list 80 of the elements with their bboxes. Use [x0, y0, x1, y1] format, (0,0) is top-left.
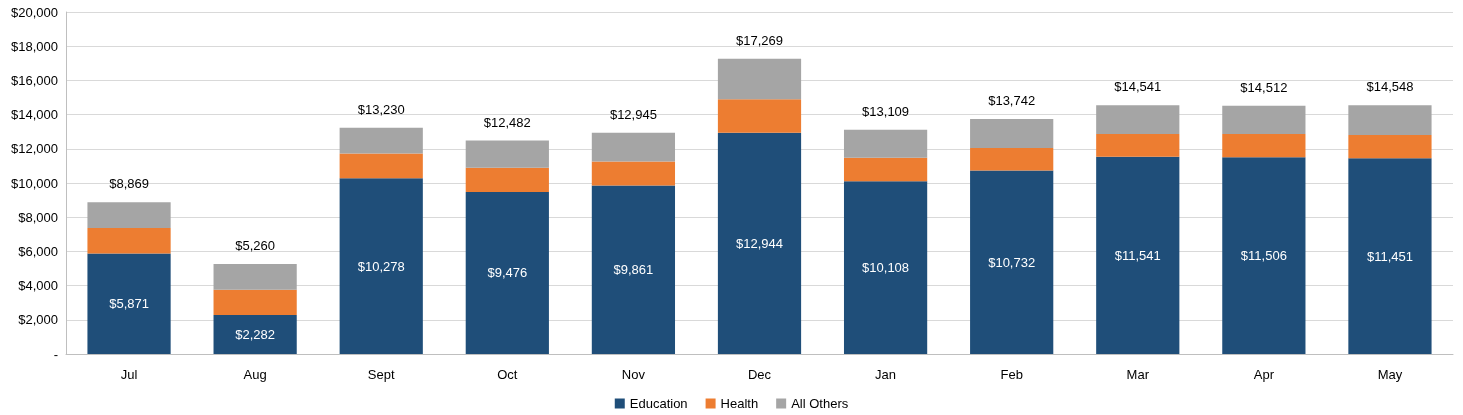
bar: [87, 253, 171, 354]
x-tick-label: Jan: [875, 367, 897, 382]
data-label: $10,278: [357, 258, 405, 274]
bar: [1348, 105, 1432, 135]
bar: [717, 99, 802, 133]
y-tick-label: $4,000: [18, 278, 58, 294]
bar: [717, 58, 802, 100]
total-label: $13,109: [862, 103, 910, 119]
y-tick-label: $2,000: [18, 312, 58, 328]
bar: [339, 153, 423, 179]
x-tick-label: May: [1377, 367, 1403, 382]
bar: [1096, 105, 1180, 134]
data-label: $9,861: [613, 262, 654, 278]
x-tick-label: Aug: [243, 367, 267, 382]
y-tick-label: $12,000: [11, 141, 58, 157]
total-label: $14,548: [1366, 79, 1414, 95]
x-tick-label: Jul: [120, 367, 138, 382]
data-label: $10,108: [862, 260, 910, 276]
y-tick-label: $6,000: [18, 243, 58, 259]
bar: [591, 185, 676, 354]
bar: [213, 314, 297, 354]
y-tick-label: $8,000: [18, 209, 58, 225]
x-tick-label: Mar: [1126, 367, 1150, 382]
bar: [465, 140, 549, 168]
bar: [1096, 133, 1180, 157]
data-label: $5,871: [109, 296, 149, 312]
data-label: $11,506: [1240, 248, 1287, 264]
bar: [970, 147, 1054, 171]
x-tick-label: Apr: [1253, 367, 1275, 382]
total-label: $13,230: [357, 101, 405, 117]
legend-label: Education: [629, 396, 688, 411]
bar: [970, 170, 1054, 354]
y-tick-label: $16,000: [11, 72, 58, 88]
bar: [339, 127, 423, 154]
y-tick-label: $20,000: [11, 4, 58, 20]
data-label: $10,732: [988, 254, 1036, 270]
total-label: $17,269: [736, 32, 783, 48]
bar: [970, 119, 1054, 148]
y-tick-label: $14,000: [11, 107, 58, 123]
data-label: $12,944: [736, 235, 783, 251]
bar: [87, 227, 171, 254]
x-tick-label: Nov: [621, 367, 646, 382]
bar: [87, 202, 171, 228]
bar: [465, 167, 549, 192]
total-label: $12,945: [609, 106, 657, 122]
x-tick-label: Oct: [497, 367, 518, 382]
bar: [1222, 157, 1306, 354]
bar: [591, 161, 676, 186]
bar: [843, 129, 928, 158]
total-label: $13,742: [988, 93, 1036, 109]
legend-label: All Others: [791, 396, 849, 411]
bar: [1348, 158, 1432, 354]
total-label: $14,512: [1240, 79, 1288, 95]
y-tick-label: $18,000: [11, 38, 58, 54]
bar: [1222, 133, 1306, 158]
bar: [591, 132, 676, 162]
y-tick-label: $10,000: [11, 175, 58, 191]
total-label: $5,260: [235, 238, 276, 254]
bar: [843, 157, 928, 182]
bar: [843, 181, 928, 354]
bar: [717, 132, 802, 354]
bar: [1096, 156, 1180, 354]
bar: [339, 178, 423, 354]
legend-label: Health: [720, 396, 759, 411]
x-tick-label: Dec: [747, 367, 772, 382]
data-label: $11,541: [1114, 247, 1161, 263]
bar: [465, 191, 549, 354]
data-label: $11,451: [1366, 248, 1413, 264]
data-label: $9,476: [487, 265, 528, 281]
total-label: $8,869: [109, 176, 149, 192]
bar: [213, 264, 297, 290]
total-label: $14,541: [1114, 79, 1162, 95]
total-label: $12,482: [483, 114, 531, 130]
bar: [1348, 134, 1432, 159]
data-label: $2,282: [235, 326, 276, 342]
x-tick-label: Sept: [367, 367, 395, 382]
bar: [1222, 105, 1306, 134]
y-tick-label: -: [53, 346, 58, 362]
bar: [213, 289, 297, 315]
x-tick-label: Feb: [1000, 367, 1023, 382]
